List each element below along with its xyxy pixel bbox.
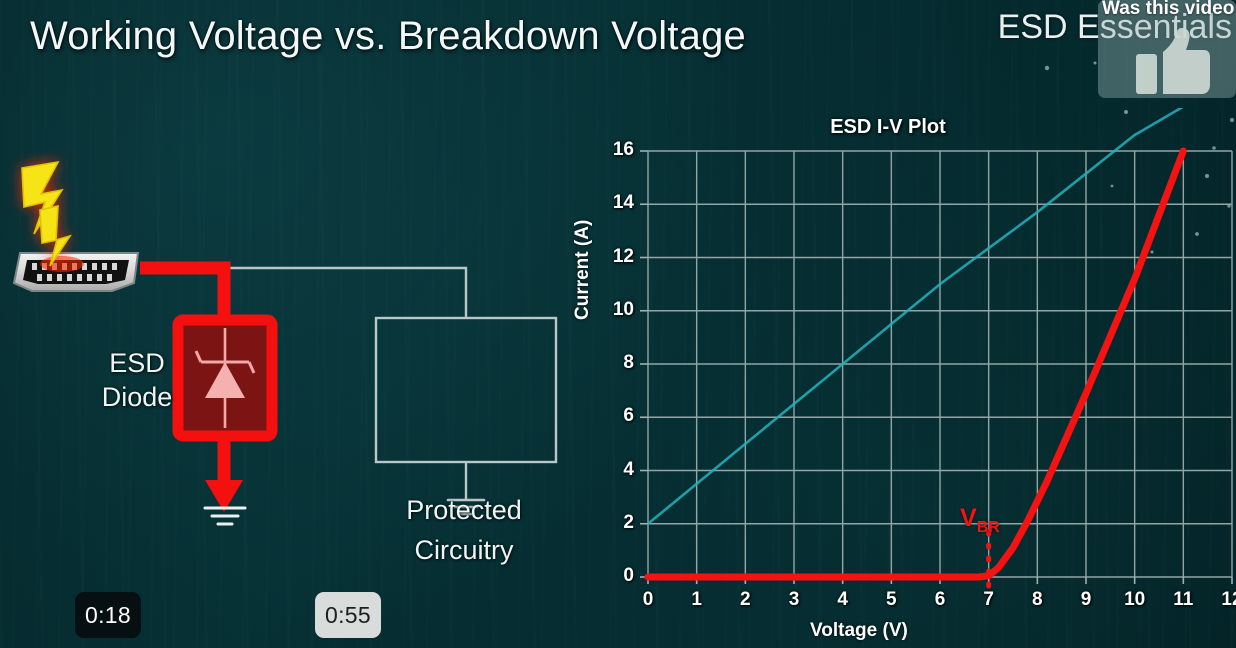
y-tick-label: 16 bbox=[612, 139, 634, 160]
chart-title: ESD I-V Plot bbox=[830, 116, 946, 138]
x-tick-label: 8 bbox=[1032, 589, 1043, 610]
y-tick-label: 10 bbox=[612, 298, 634, 320]
protected-circuitry-label: Protected Circuitry bbox=[378, 490, 550, 570]
esd-diode-label: ESD Diode bbox=[82, 346, 192, 414]
y-tick-label: 14 bbox=[612, 192, 634, 214]
ground-icon-protected bbox=[446, 498, 486, 516]
esd-diode-label-line1: ESD bbox=[109, 348, 165, 378]
vbr-symbol: V bbox=[960, 504, 977, 532]
x-tick-label: 9 bbox=[1080, 589, 1092, 610]
gridlines bbox=[647, 150, 1233, 578]
x-tick-label: 6 bbox=[934, 589, 946, 610]
x-axis-label: Voltage (V) bbox=[810, 620, 908, 641]
y-tick-label: 12 bbox=[612, 245, 634, 267]
protected-circuitry-box bbox=[374, 316, 558, 464]
breakdown-voltage-label: VBR bbox=[960, 504, 1000, 537]
circuit-diagram: ESD Diode Protected Circuitry bbox=[0, 150, 600, 570]
x-tick-label: 3 bbox=[788, 589, 800, 610]
ground-icon-diode bbox=[203, 506, 247, 526]
x-tick-label: 0 bbox=[642, 589, 654, 610]
y-tick-label: 8 bbox=[623, 352, 634, 373]
esd-diode-label-line2: Diode bbox=[101, 382, 173, 412]
page-title: Working Voltage vs. Breakdown Voltage bbox=[30, 14, 746, 58]
x-tick-label: 2 bbox=[740, 589, 751, 610]
x-tick-label: 12 bbox=[1221, 589, 1236, 610]
iv-curve bbox=[644, 147, 1187, 581]
thumb-up-icon[interactable] bbox=[1136, 28, 1210, 94]
circuit-svg bbox=[12, 160, 558, 526]
brand-label: ESD Essentials bbox=[997, 8, 1232, 46]
x-tick-label: 1 bbox=[691, 589, 702, 610]
feedback-prompt: Was this video bbox=[1102, 0, 1235, 19]
x-tick-label: 11 bbox=[1173, 589, 1194, 610]
x-tick-label: 5 bbox=[886, 589, 897, 610]
lightning-bolt-icon bbox=[21, 160, 72, 267]
vbr-subscript: BR bbox=[976, 519, 1000, 536]
y-tick-label: 4 bbox=[623, 458, 634, 480]
y-tick-label: 6 bbox=[623, 405, 634, 427]
x-tick-label: 4 bbox=[837, 589, 848, 610]
signal-wire bbox=[150, 266, 468, 500]
plot-area bbox=[640, 108, 1233, 589]
tvs-diode-icon bbox=[194, 328, 256, 428]
surge-arrow-head bbox=[205, 480, 243, 512]
axis-ticks bbox=[640, 150, 1233, 584]
y-tick-label: 0 bbox=[623, 565, 634, 586]
esd-iv-chart: ESD I-V Plot Current (A) Voltage (V) VBR… bbox=[572, 108, 1236, 648]
total-time-badge[interactable]: 0:55 bbox=[315, 592, 381, 638]
feedback-overlay[interactable]: Was this video bbox=[1098, 0, 1236, 98]
x-tick-label: 7 bbox=[983, 589, 994, 610]
hdmi-connector-icon bbox=[12, 252, 140, 292]
y-tick-label: 2 bbox=[623, 511, 634, 533]
background-accent-curve bbox=[647, 108, 1184, 525]
protected-label-line1: Protected bbox=[406, 495, 522, 525]
current-time-badge[interactable]: 0:18 bbox=[75, 592, 141, 638]
protected-label-line2: Circuitry bbox=[414, 535, 514, 565]
x-tick-label: 10 bbox=[1124, 589, 1146, 610]
